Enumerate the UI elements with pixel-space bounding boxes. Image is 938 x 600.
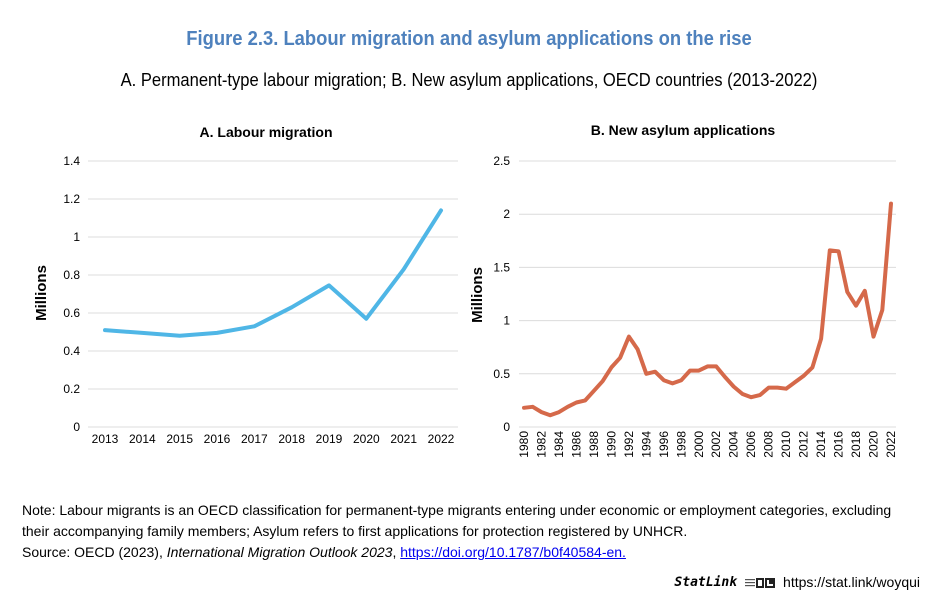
x-tick-label: 2020 [353,432,380,446]
x-tick-label: 1984 [552,431,566,458]
x-tick-label: 2013 [92,432,119,446]
y-tick-label: 0.8 [63,268,80,282]
panel-a-gridlines [88,160,458,428]
x-tick-label: 2015 [166,432,193,446]
y-tick-label: 0.6 [63,306,80,320]
statlink: StatLink https://stat.link/woyqui [674,574,920,590]
x-tick-label: 1992 [622,431,636,458]
y-tick-label: 1.2 [63,192,80,206]
figure-title: Figure 2.3. Labour migration and asylum … [186,28,752,50]
series-line [103,208,443,338]
statlink-url[interactable]: https://stat.link/woyqui [783,574,920,590]
panel-b-series [522,201,893,418]
source-doi-link[interactable]: https://doi.org/10.1787/b0f40584-en. [400,544,626,560]
x-tick-label: 1996 [657,431,671,458]
y-tick-label: 2 [503,207,510,221]
panel-b-asylum-applications: B. New asylum applications Millions 0 0.5… [469,122,898,458]
x-tick-label: 2010 [779,431,793,458]
x-tick-label: 2004 [727,431,741,458]
y-tick-label: 0.2 [63,382,80,396]
x-tick-label: 2014 [814,431,828,458]
y-tick-label: 2.5 [493,154,510,168]
panel-a-title: A. Labour migration [200,124,333,140]
x-tick-label: 1988 [587,431,601,458]
y-tick-label: 0.4 [63,344,80,358]
panel-b-y-axis-label: Millions [469,267,486,323]
source-prefix: Source: OECD (2023), [22,544,167,560]
panel-b-title: B. New asylum applications [591,122,776,138]
x-tick-label: 2014 [129,432,156,446]
x-tick-label: 2012 [797,431,811,458]
series-line [522,201,893,418]
charts-canvas: A. Labour migration Millions 00.20.40.60… [33,122,898,458]
y-tick-label: 1.5 [493,260,510,274]
figure-subtitle: A. Permanent-type labour migration; B. N… [120,70,818,90]
panel-b-y-ticks: 0 0.5 1 1.5 2 2.5 [493,154,510,434]
panel-a-series [103,208,443,338]
statlink-logo-icon [745,576,776,588]
y-tick-label: 0.5 [493,367,510,381]
panel-a-x-ticks: 2013 2014 2015 2016 2017 2018 2019 2020 2021 2022 [92,432,455,446]
y-tick-label: 1 [503,314,510,328]
source-separator: , [392,544,401,560]
panel-b-gridlines [519,160,896,428]
x-tick-label: 2022 [884,431,898,458]
x-tick-label: 1986 [569,431,583,458]
x-tick-label: 1990 [604,431,618,458]
source-line: Source: OECD (2023), International Migra… [22,542,922,563]
x-tick-label: 1980 [517,431,531,458]
x-tick-label: 2002 [709,431,723,458]
y-tick-label: 1.4 [63,154,80,168]
y-tick-label: 1 [73,230,80,244]
y-tick-label: 0 [73,420,80,434]
x-tick-label: 2020 [867,431,881,458]
x-tick-label: 2018 [278,432,305,446]
x-tick-label: 1982 [534,431,548,458]
panel-a-labour-migration: A. Labour migration Millions 00.20.40.60… [33,124,458,446]
note-text: Note: Labour migrants is an OECD classif… [22,502,892,539]
x-tick-label: 2008 [762,431,776,458]
x-tick-label: 2000 [692,431,706,458]
x-tick-label: 1994 [639,431,653,458]
x-tick-label: 2021 [390,432,417,446]
panel-a-y-ticks: 0 0.2 0.4 0.6 0.8 1 1.2 1.4 [63,154,80,434]
figure-notes: Note: Labour migrants is an OECD classif… [22,500,922,563]
statlink-brand: StatLink [674,574,738,590]
x-tick-label: 2022 [428,432,455,446]
x-tick-label: 2016 [832,431,846,458]
y-tick-label: 0 [503,420,510,434]
x-tick-label: 2006 [744,431,758,458]
x-tick-label: 2017 [241,432,268,446]
source-title: International Migration Outlook 2023 [166,544,393,560]
panel-b-x-ticks: 1980 1982 1984 1986 1988 1990 1992 1994 1996 1998… [517,431,898,458]
x-tick-label: 2018 [849,431,863,458]
x-tick-label: 2016 [204,432,231,446]
x-tick-label: 2019 [316,432,343,446]
panel-a-y-axis-label: Millions [33,265,50,321]
x-tick-label: 1998 [674,431,688,458]
